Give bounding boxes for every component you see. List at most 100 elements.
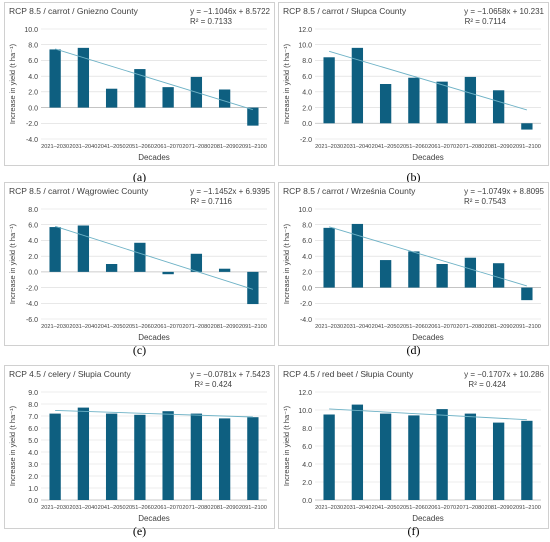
x-tick-label: 2071–2080 <box>456 144 484 150</box>
panel-caption: (c) <box>132 343 147 357</box>
x-tick-label: 2061–2070 <box>154 505 182 511</box>
y-tick-label: 12.0 <box>298 390 312 397</box>
bar <box>162 271 174 275</box>
y-tick-label: 2.0 <box>28 474 38 481</box>
x-tick-label: 2061–2070 <box>154 144 182 150</box>
bar <box>162 411 174 500</box>
y-tick-label: -2.0 <box>300 301 312 308</box>
y-tick-label: 4.0 <box>28 238 38 245</box>
x-tick-label: 2021–2030 <box>315 324 343 330</box>
y-tick-label: 5.0 <box>28 438 38 445</box>
trendline <box>54 48 254 111</box>
x-axis-title: Decades <box>138 153 170 162</box>
y-tick-label: 4.0 <box>302 462 312 469</box>
y-tick-label: 4.0 <box>28 450 38 457</box>
x-tick-label: 2041–2050 <box>98 505 126 511</box>
chart-title: RCP 8.5 / carrot / Słupca County <box>283 6 407 16</box>
x-tick-label: 2071–2080 <box>182 144 210 150</box>
x-axis-title: Decades <box>412 153 444 162</box>
bar <box>49 413 61 500</box>
panel-caption: (d) <box>406 343 421 357</box>
bar <box>521 123 533 130</box>
y-axis-title: Increase in yield (t ha⁻¹) <box>8 405 17 486</box>
bar <box>351 47 364 124</box>
trendline-equation: y = −1.1452x + 6.9395 <box>190 187 270 196</box>
x-tick-label: 2071–2080 <box>456 505 484 511</box>
chart-panel-2: RCP 8.5 / carrot / Słupca County y = −1.0… <box>278 2 549 166</box>
y-tick-label: 2.0 <box>28 90 38 97</box>
x-tick-label: 2061–2070 <box>428 505 456 511</box>
x-tick-label: 2031–2040 <box>69 324 97 330</box>
y-tick-label: 8.0 <box>302 223 312 230</box>
x-tick-label: 2071–2080 <box>182 505 210 511</box>
x-tick-label: 2051–2060 <box>400 144 428 150</box>
x-tick-label: 2091–2100 <box>239 144 267 150</box>
chart-svg: RCP 8.5 / carrot / Gniezno County y = −1.… <box>8 6 271 162</box>
y-tick-label: 6.0 <box>28 426 38 433</box>
y-tick-label: 4.0 <box>28 74 38 81</box>
y-tick-label: 0.0 <box>28 498 38 505</box>
bar <box>77 407 90 500</box>
bar <box>190 253 203 272</box>
y-tick-label: 12.0 <box>298 27 312 34</box>
chart-title: RCP 8.5 / carrot / Wągrowiec County <box>9 186 149 196</box>
y-axis-title: Increase in yield (t ha⁻¹) <box>282 223 291 304</box>
y-tick-label: 10.0 <box>298 408 312 415</box>
y-tick-label: 6.0 <box>28 58 38 65</box>
y-tick-label: 6.0 <box>302 238 312 245</box>
y-tick-label: 0.0 <box>28 105 38 112</box>
bar <box>436 409 448 500</box>
trendline-equation: y = −0.0781x + 7.5423 <box>190 370 270 379</box>
x-axis-title: Decades <box>138 333 170 342</box>
bar <box>521 287 533 301</box>
x-tick-label: 2081–2090 <box>485 144 513 150</box>
x-tick-label: 2091–2100 <box>513 144 541 150</box>
bar <box>77 47 90 108</box>
panel-caption: (a) <box>132 170 147 184</box>
y-tick-label: -4.0 <box>26 301 38 308</box>
y-tick-label: 6.0 <box>302 444 312 451</box>
y-tick-label: -2.0 <box>300 137 312 144</box>
x-tick-label: 2021–2030 <box>41 144 69 150</box>
trendline-equation: y = −1.0749x + 8.8095 <box>464 187 544 196</box>
x-tick-label: 2071–2080 <box>182 324 210 330</box>
bar <box>492 263 505 288</box>
x-tick-label: 2081–2090 <box>485 505 513 511</box>
bar <box>190 413 203 500</box>
bar <box>77 225 90 272</box>
x-tick-label: 2061–2070 <box>428 324 456 330</box>
y-tick-label: 8.0 <box>28 402 38 409</box>
y-axis-title: Increase in yield (t ha⁻¹) <box>282 405 291 486</box>
y-tick-label: -4.0 <box>300 317 312 324</box>
bar <box>436 264 448 288</box>
x-tick-label: 2061–2070 <box>428 144 456 150</box>
x-tick-label: 2081–2090 <box>211 144 239 150</box>
x-tick-label: 2021–2030 <box>41 505 69 511</box>
bar <box>464 413 477 500</box>
r-squared: R² = 0.7116 <box>191 197 233 206</box>
chart-svg: RCP 8.5 / carrot / Słupca County y = −1.0… <box>282 6 545 162</box>
bar <box>408 77 420 124</box>
x-tick-label: 2041–2050 <box>98 324 126 330</box>
chart-title: RCP 8.5 / carrot / Września County <box>283 186 416 196</box>
x-axis-title: Decades <box>138 514 170 523</box>
x-tick-label: 2091–2100 <box>513 505 541 511</box>
trendline-equation: y = −0.1707x + 10.286 <box>464 370 544 379</box>
bar <box>105 88 118 108</box>
bar <box>134 242 146 272</box>
bar <box>105 413 118 500</box>
x-tick-label: 2021–2030 <box>315 505 343 511</box>
y-axis-title: Increase in yield (t ha⁻¹) <box>282 43 291 124</box>
bar <box>218 268 231 272</box>
x-tick-label: 2081–2090 <box>211 324 239 330</box>
chart-panel-6: RCP 4.5 / red beet / Słupia County y = −0… <box>278 365 549 529</box>
x-tick-label: 2031–2040 <box>343 144 371 150</box>
y-tick-label: 10.0 <box>298 43 312 50</box>
trendline <box>54 225 254 290</box>
x-tick-label: 2051–2060 <box>400 324 428 330</box>
trendline <box>329 408 527 421</box>
x-tick-label: 2051–2060 <box>400 505 428 511</box>
trendline-equation: y = −1.0658x + 10.231 <box>464 7 544 16</box>
x-tick-label: 2071–2080 <box>456 324 484 330</box>
bar <box>379 260 392 288</box>
